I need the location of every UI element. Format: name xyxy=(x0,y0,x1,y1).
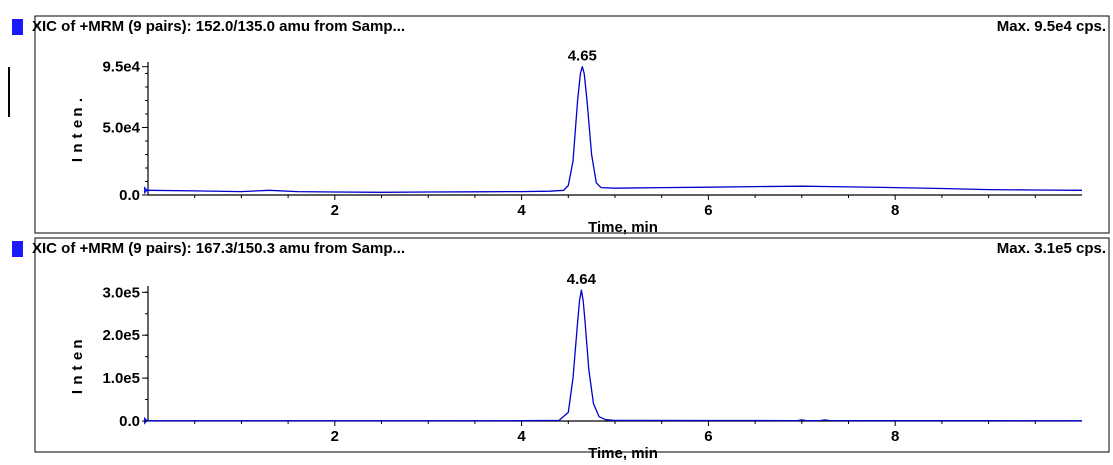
panel-marker-icon xyxy=(12,241,23,257)
peak-label: 4.64 xyxy=(567,271,597,288)
panel-marker-icon xyxy=(12,19,23,35)
y-axis-label-char: . xyxy=(69,98,86,102)
x-tick-label: 6 xyxy=(704,428,712,445)
panel-frame xyxy=(34,15,1110,234)
chromatogram-trace xyxy=(147,66,1083,193)
y-tick-label: 0.0 xyxy=(119,187,140,204)
y-axis-label-char: I xyxy=(69,390,86,394)
panel-title: XIC of +MRM (9 pairs): 152.0/135.0 amu f… xyxy=(32,18,405,35)
y-axis-label-char: n xyxy=(69,375,86,384)
y-axis-label-char: t xyxy=(69,366,86,371)
y-axis-label-char: I xyxy=(69,158,86,162)
y-tick-label: 5.0e4 xyxy=(102,119,140,136)
chromatogram-trace xyxy=(148,289,1083,422)
y-axis-label-char: e xyxy=(69,352,86,360)
panel-frame xyxy=(34,237,1110,453)
x-tick-label: 8 xyxy=(891,202,899,219)
peak-label: 4.65 xyxy=(568,48,597,65)
x-tick-label: 6 xyxy=(704,202,712,219)
x-tick-label: 4 xyxy=(517,428,526,445)
y-tick-label: 0.0 xyxy=(119,413,140,430)
y-tick-label: 3.0e5 xyxy=(102,284,140,301)
y-tick-label: 9.5e4 xyxy=(102,59,140,76)
x-tick-label: 8 xyxy=(891,428,899,445)
y-tick-label: 1.0e5 xyxy=(102,370,140,387)
x-axis-label: Time, min xyxy=(588,219,658,236)
y-axis-label-char: n xyxy=(69,107,86,116)
x-axis-label: Time, min xyxy=(588,445,658,460)
y-axis-label-char: n xyxy=(69,339,86,348)
axis-arrow-icon xyxy=(144,186,148,195)
x-tick-label: 2 xyxy=(331,428,339,445)
y-axis-label-char: e xyxy=(69,120,86,128)
x-tick-label: 2 xyxy=(331,202,339,219)
x-tick-label: 4 xyxy=(517,202,526,219)
y-axis-label-char: t xyxy=(69,134,86,139)
max-intensity-label: Max. 3.1e5 cps. xyxy=(997,240,1106,257)
y-axis-label-char: n xyxy=(69,143,86,152)
y-tick-label: 2.0e5 xyxy=(102,327,140,344)
panel-title: XIC of +MRM (9 pairs): 167.3/150.3 amu f… xyxy=(32,240,405,257)
max-intensity-label: Max. 9.5e4 cps. xyxy=(997,18,1106,35)
